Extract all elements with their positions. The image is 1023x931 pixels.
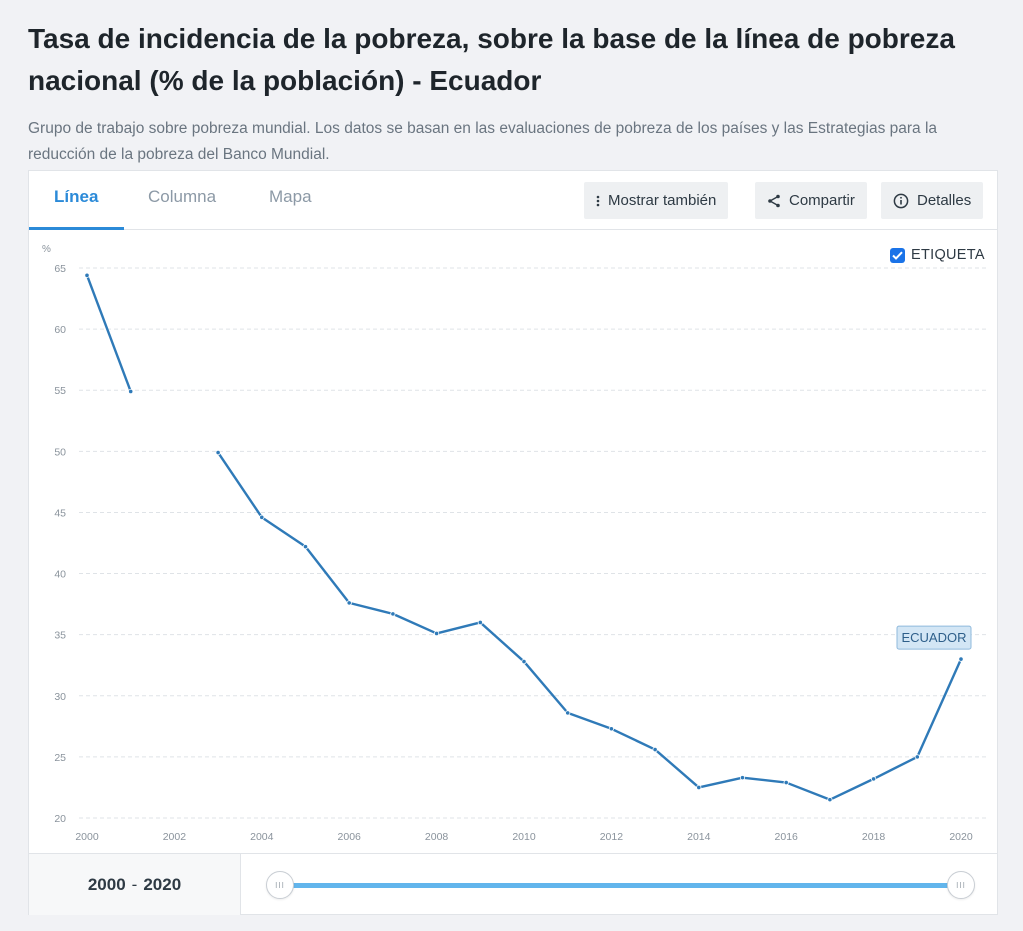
data-point bbox=[84, 272, 90, 278]
series-line bbox=[85, 274, 132, 392]
data-point bbox=[215, 449, 221, 456]
share-label: Compartir bbox=[789, 192, 855, 209]
y-tick-label: 35 bbox=[54, 630, 66, 642]
series-end-label: ECUADOR bbox=[896, 625, 972, 650]
x-tick-label: 2002 bbox=[163, 831, 187, 843]
data-point bbox=[827, 797, 833, 803]
x-tick-label: 2020 bbox=[949, 831, 973, 843]
data-point bbox=[608, 726, 615, 732]
range-slider-start-handle[interactable]: III bbox=[266, 871, 294, 899]
active-tab-indicator bbox=[29, 227, 124, 230]
x-tick-label: 2016 bbox=[775, 831, 799, 843]
range-start: 2000 bbox=[87, 874, 126, 894]
data-point bbox=[914, 754, 920, 760]
data-point bbox=[652, 746, 658, 753]
page-description: Grupo de trabajo sobre pobreza mundial. … bbox=[28, 120, 938, 163]
data-point bbox=[783, 779, 789, 786]
x-tick-label: 2018 bbox=[862, 831, 886, 843]
series-end-label-box bbox=[896, 625, 972, 650]
x-tick-label: 2000 bbox=[75, 831, 99, 843]
tab-column[interactable]: Columna bbox=[148, 187, 217, 206]
y-tick-label: 65 bbox=[54, 263, 66, 275]
range-end: 2020 bbox=[143, 874, 182, 894]
tab-map[interactable]: Mapa bbox=[269, 187, 312, 206]
data-point bbox=[958, 656, 964, 662]
x-tick-label: 2012 bbox=[600, 831, 624, 843]
series-end-label-text: ECUADOR bbox=[901, 630, 966, 645]
share-button[interactable]: Compartir bbox=[755, 182, 867, 219]
y-tick-label: 50 bbox=[54, 446, 66, 458]
y-tick-label: 30 bbox=[54, 691, 66, 703]
details-button[interactable]: Detalles bbox=[881, 182, 984, 219]
data-point bbox=[346, 600, 352, 606]
data-point bbox=[565, 710, 571, 716]
data-point bbox=[433, 630, 440, 637]
y-tick-label: 55 bbox=[54, 385, 66, 397]
range-slider-track[interactable] bbox=[281, 883, 961, 888]
chart-card: Línea Columna Mapa Mostrar también Compa… bbox=[28, 170, 998, 915]
data-point bbox=[259, 514, 265, 520]
tab-bar: Línea Columna Mapa Mostrar también Compa… bbox=[29, 171, 997, 230]
page-title: Tasa de incidencia de la pobreza, sobre … bbox=[28, 23, 955, 96]
data-point bbox=[477, 619, 483, 626]
data-point bbox=[739, 775, 746, 781]
info-icon bbox=[893, 193, 909, 209]
data-point bbox=[696, 784, 702, 791]
y-tick-label: 25 bbox=[54, 752, 66, 764]
label-toggle[interactable]: ETIQUETA bbox=[890, 247, 985, 263]
range-display: 2000 - 2020 bbox=[29, 854, 241, 915]
data-point bbox=[870, 776, 877, 782]
data-point bbox=[521, 658, 527, 665]
y-tick-label: 40 bbox=[54, 569, 66, 581]
x-tick-label: 2014 bbox=[687, 831, 711, 843]
share-icon bbox=[767, 194, 781, 208]
label-toggle-text: ETIQUETA bbox=[911, 247, 985, 263]
range-slider-end-handle[interactable]: III bbox=[947, 871, 975, 899]
time-range-bar: 2000 - 2020 III III bbox=[29, 853, 997, 915]
x-tick-label: 2008 bbox=[425, 831, 449, 843]
show-also-label: Mostrar también bbox=[608, 192, 717, 209]
x-tick-label: 2006 bbox=[338, 831, 362, 843]
data-point bbox=[302, 544, 309, 550]
y-tick-label: 20 bbox=[54, 813, 66, 825]
checkbox-checked-icon[interactable] bbox=[890, 247, 905, 263]
range-separator: - bbox=[131, 874, 138, 894]
data-point bbox=[128, 388, 134, 395]
details-label: Detalles bbox=[917, 192, 972, 209]
y-axis-label: % bbox=[42, 244, 51, 255]
x-tick-label: 2004 bbox=[250, 831, 274, 843]
show-also-button[interactable]: Mostrar también bbox=[584, 182, 729, 219]
tab-line[interactable]: Línea bbox=[54, 187, 99, 206]
y-tick-label: 45 bbox=[54, 507, 66, 519]
data-point bbox=[390, 611, 396, 617]
line-chart: %65 60 55 50 45 40 35 30 25 20 2000 2002 2004 2006 200… bbox=[42, 244, 987, 843]
y-tick-label: 60 bbox=[54, 324, 66, 336]
more-vertical-icon bbox=[596, 195, 600, 207]
x-tick-label: 2010 bbox=[512, 831, 536, 843]
series-line bbox=[217, 451, 963, 801]
